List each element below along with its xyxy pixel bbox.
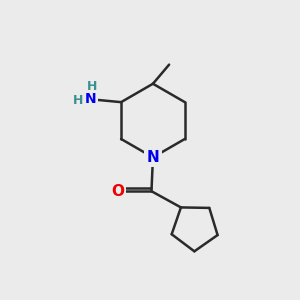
Text: N: N [84,92,96,106]
Text: O: O [111,184,124,199]
Text: H: H [86,80,97,93]
Text: N: N [147,150,159,165]
Text: H: H [73,94,83,107]
